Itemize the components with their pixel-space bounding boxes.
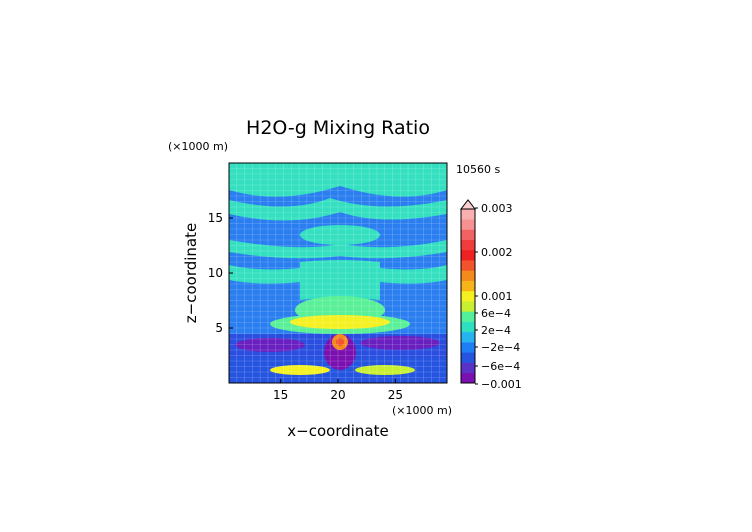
colorbar-segment	[461, 239, 475, 251]
colorbar-segment	[461, 270, 475, 281]
colorbar-label: −2e−4	[481, 341, 520, 354]
colorbar-segment	[461, 352, 475, 363]
colorbar-segment	[461, 331, 475, 343]
colorbar-segment	[461, 260, 475, 271]
x-axis-ticks: 15 20 25	[273, 379, 403, 402]
colorbar-segment	[461, 321, 475, 333]
y-tick-label: 10	[208, 266, 223, 280]
chart-title: H2O-g Mixing Ratio	[246, 117, 430, 139]
colorbar-segment	[461, 249, 475, 261]
x-tick-label: 20	[330, 388, 345, 402]
x-tick-label: 15	[273, 388, 288, 402]
colorbar-segment	[461, 301, 475, 312]
y-axis-label: z−coordinate	[182, 223, 200, 323]
grid-lines	[229, 163, 447, 383]
colorbar-label: 0.001	[481, 290, 513, 303]
colorbar-segment	[461, 372, 475, 384]
colorbar-segment	[461, 209, 475, 220]
heatmap	[229, 163, 447, 383]
colorbar-label: 6e−4	[481, 307, 511, 320]
colorbar-segment	[461, 342, 475, 353]
colorbar: 0.003 0.002 0.001 6e−4 2e−4 −2e−4 −6e−4 −0.001	[459, 199, 522, 391]
time-label: 10560 s	[456, 163, 500, 176]
colorbar-label: 0.003	[481, 202, 513, 215]
colorbar-label: 2e−4	[481, 324, 511, 337]
colorbar-segment	[461, 280, 475, 292]
colorbar-segment	[461, 219, 475, 230]
y-axis-ticks: 5 10 15	[208, 211, 233, 335]
colorbar-segment	[461, 311, 475, 322]
y-tick-label: 5	[215, 321, 223, 335]
x-tick-label: 25	[388, 388, 403, 402]
colorbar-segment	[461, 362, 475, 374]
y-unit-label: (×1000 m)	[168, 140, 228, 153]
y-tick-label: 15	[208, 211, 223, 225]
colorbar-label: −0.001	[481, 378, 522, 391]
x-unit-label: (×1000 m)	[392, 404, 452, 417]
colorbar-label: −6e−4	[481, 360, 520, 373]
x-axis-label: x−coordinate	[287, 422, 388, 440]
colorbar-label: 0.002	[481, 246, 513, 259]
colorbar-segment	[461, 290, 475, 302]
colorbar-extend-arrow	[459, 199, 477, 210]
colorbar-segment	[461, 229, 475, 241]
